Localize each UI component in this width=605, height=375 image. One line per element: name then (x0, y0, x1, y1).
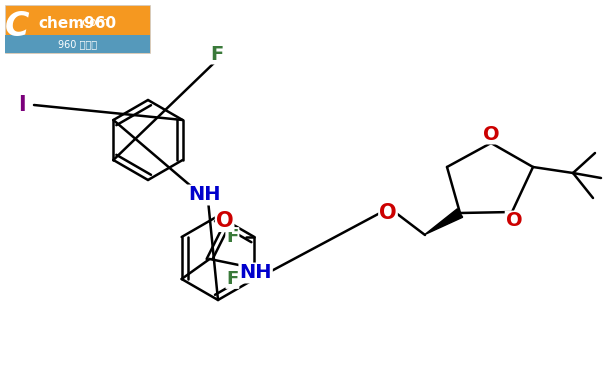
Text: F: F (211, 45, 224, 63)
Text: O: O (506, 211, 522, 231)
FancyBboxPatch shape (5, 5, 150, 53)
Text: C: C (5, 10, 29, 44)
Text: 960 化工网: 960 化工网 (58, 39, 97, 49)
Text: NH: NH (188, 186, 220, 204)
Text: O: O (216, 211, 234, 231)
Text: chem960: chem960 (38, 15, 116, 30)
Text: O: O (379, 203, 397, 223)
Text: .com: .com (45, 16, 108, 30)
Text: O: O (483, 124, 499, 144)
Text: NH: NH (240, 264, 272, 282)
Text: F: F (226, 270, 238, 288)
Text: I: I (18, 95, 26, 115)
FancyBboxPatch shape (5, 35, 150, 53)
Polygon shape (425, 209, 463, 235)
Text: F: F (226, 228, 238, 246)
